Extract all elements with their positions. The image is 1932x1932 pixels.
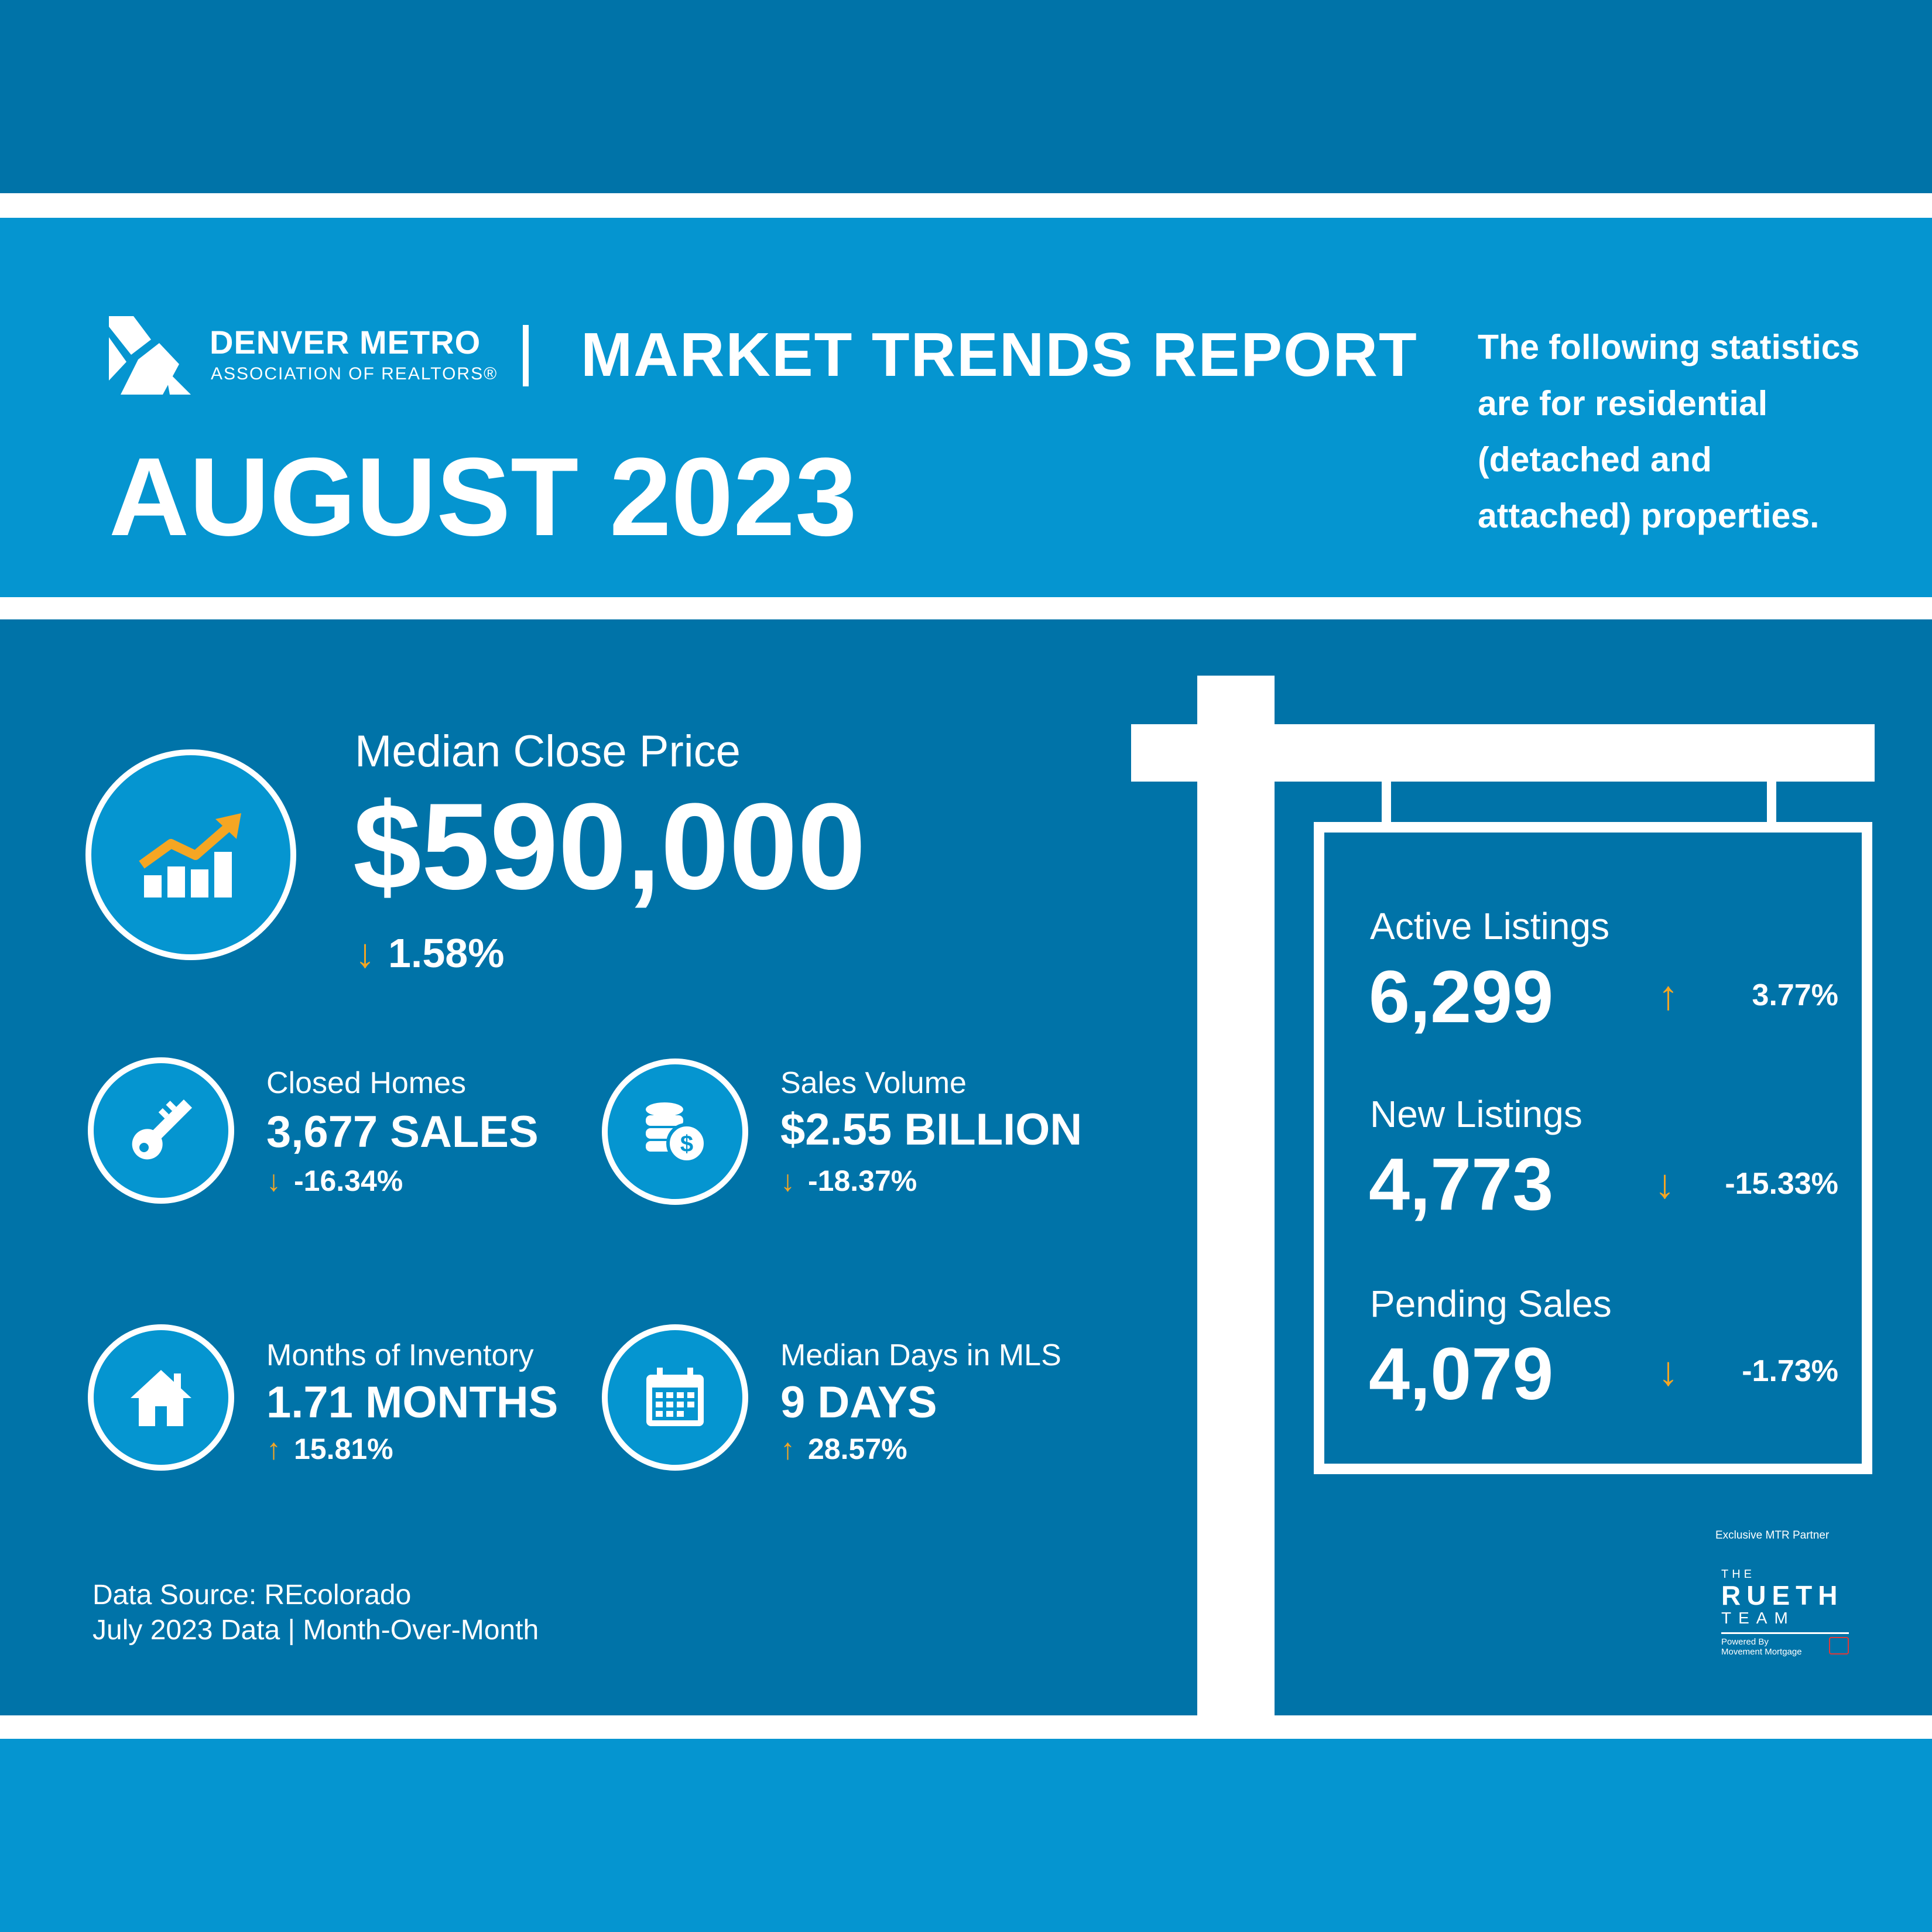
- median-price-change: ↓ 1.58%: [355, 930, 504, 977]
- report-title: MARKET TRENDS REPORT: [581, 320, 1418, 389]
- calendar-icon: [646, 1368, 704, 1426]
- active-listings-label: Active Listings: [1370, 905, 1610, 947]
- active-listings-value: 6,299: [1369, 955, 1554, 1038]
- new-listings-change: -15.33%: [1725, 1167, 1838, 1201]
- closed-homes-value: 3,677 SALES: [266, 1107, 539, 1157]
- closed-homes-badge: [88, 1057, 234, 1204]
- days-mls-value: 9 DAYS: [780, 1378, 937, 1427]
- data-source-line: Data Source: REcolorado: [93, 1580, 412, 1611]
- days-mls-label: Median Days in MLS: [780, 1338, 1061, 1372]
- months-inventory-change-value: 15.81%: [294, 1433, 393, 1465]
- coins-icon: $: [646, 1102, 707, 1164]
- sales-volume-change: ↓ -18.37%: [780, 1164, 917, 1198]
- intro-line: are for residential: [1478, 384, 1768, 423]
- org-subtitle: ASSOCIATION OF REALTORS®: [211, 364, 498, 383]
- median-price-label: Median Close Price: [355, 727, 741, 776]
- intro-text: The following statistics are for residen…: [1478, 319, 1899, 544]
- months-inventory-change: ↑ 15.81%: [266, 1432, 393, 1466]
- new-listings-value: 4,773: [1369, 1143, 1554, 1225]
- partner-logo-name: RUETH: [1721, 1580, 1844, 1611]
- months-inventory-label: Months of Inventory: [266, 1338, 534, 1372]
- days-mls-change: ↑ 28.57%: [780, 1432, 907, 1466]
- months-inventory-value: 1.71 MONTHS: [266, 1378, 559, 1427]
- arrow-down-icon: ↓: [780, 1164, 795, 1197]
- days-mls-badge: [602, 1324, 748, 1471]
- partner-caption: Exclusive MTR Partner: [1715, 1529, 1830, 1542]
- intro-line: The following statistics: [1478, 328, 1860, 366]
- months-inventory-badge: [88, 1324, 234, 1471]
- movement-mortgage-logo-icon: [1829, 1637, 1849, 1654]
- partner-powered-line: Movement Mortgage: [1721, 1647, 1802, 1657]
- sign-hook: [1382, 782, 1391, 825]
- bottom-band: [0, 1739, 1932, 1932]
- closed-homes-change: ↓ -16.34%: [266, 1164, 403, 1198]
- org-name: DENVER METRO: [210, 324, 481, 361]
- intro-line: (detached and: [1478, 440, 1712, 479]
- pending-sales-value: 4,079: [1369, 1332, 1554, 1415]
- arrow-up-icon: ↑: [1658, 972, 1678, 1018]
- pending-sales-change: -1.73%: [1742, 1354, 1838, 1388]
- house-icon: [131, 1370, 191, 1426]
- median-price-value: $590,000: [353, 777, 866, 915]
- pending-sales-label: Pending Sales: [1370, 1283, 1612, 1325]
- sales-volume-label: Sales Volume: [780, 1066, 967, 1100]
- key-icon: [132, 1099, 193, 1160]
- arrow-up-icon: ↑: [266, 1433, 281, 1465]
- report-month: AUGUST 2023: [109, 435, 857, 559]
- arrow-down-icon: ↓: [1654, 1161, 1675, 1207]
- arrow-down-icon: ↓: [1658, 1348, 1678, 1394]
- sign-board: [1314, 822, 1872, 1474]
- partner-logo-the: THE: [1721, 1568, 1755, 1581]
- days-mls-change-value: 28.57%: [808, 1433, 907, 1465]
- partner-logo-team: TEAM: [1721, 1609, 1795, 1627]
- new-listings-label: New Listings: [1370, 1093, 1582, 1135]
- top-band: [0, 0, 1932, 193]
- partner-powered-by: Powered By Movement Mortgage: [1721, 1637, 1802, 1657]
- arrow-up-icon: ↑: [780, 1433, 795, 1465]
- sales-volume-value: $2.55 BILLION: [780, 1105, 1083, 1155]
- header-divider: [523, 325, 529, 386]
- partner-powered-line: Powered By: [1721, 1637, 1769, 1647]
- median-price-change-value: 1.58%: [388, 930, 505, 976]
- svg-text:$: $: [680, 1131, 693, 1157]
- median-price-badge: [85, 749, 296, 960]
- arrow-down-icon: ↓: [355, 930, 375, 976]
- sign-post: [1197, 676, 1275, 1715]
- partner-logo-rule: [1721, 1632, 1849, 1634]
- header-band: [0, 218, 1932, 597]
- data-source-line: July 2023 Data | Month-Over-Month: [93, 1615, 539, 1646]
- sales-volume-change-value: -18.37%: [808, 1164, 917, 1197]
- active-listings-change: 3.77%: [1752, 978, 1838, 1012]
- sign-hook: [1767, 782, 1776, 825]
- intro-line: attached) properties.: [1478, 496, 1820, 535]
- arrow-down-icon: ↓: [266, 1164, 281, 1197]
- dmar-logo-icon: [109, 316, 191, 395]
- sales-volume-badge: $: [602, 1059, 748, 1205]
- closed-homes-label: Closed Homes: [266, 1066, 467, 1100]
- closed-homes-change-value: -16.34%: [294, 1164, 403, 1197]
- data-source: Data Source: REcolorado July 2023 Data |…: [93, 1578, 539, 1648]
- growth-chart-icon: [139, 813, 241, 898]
- sign-arm: [1131, 724, 1875, 782]
